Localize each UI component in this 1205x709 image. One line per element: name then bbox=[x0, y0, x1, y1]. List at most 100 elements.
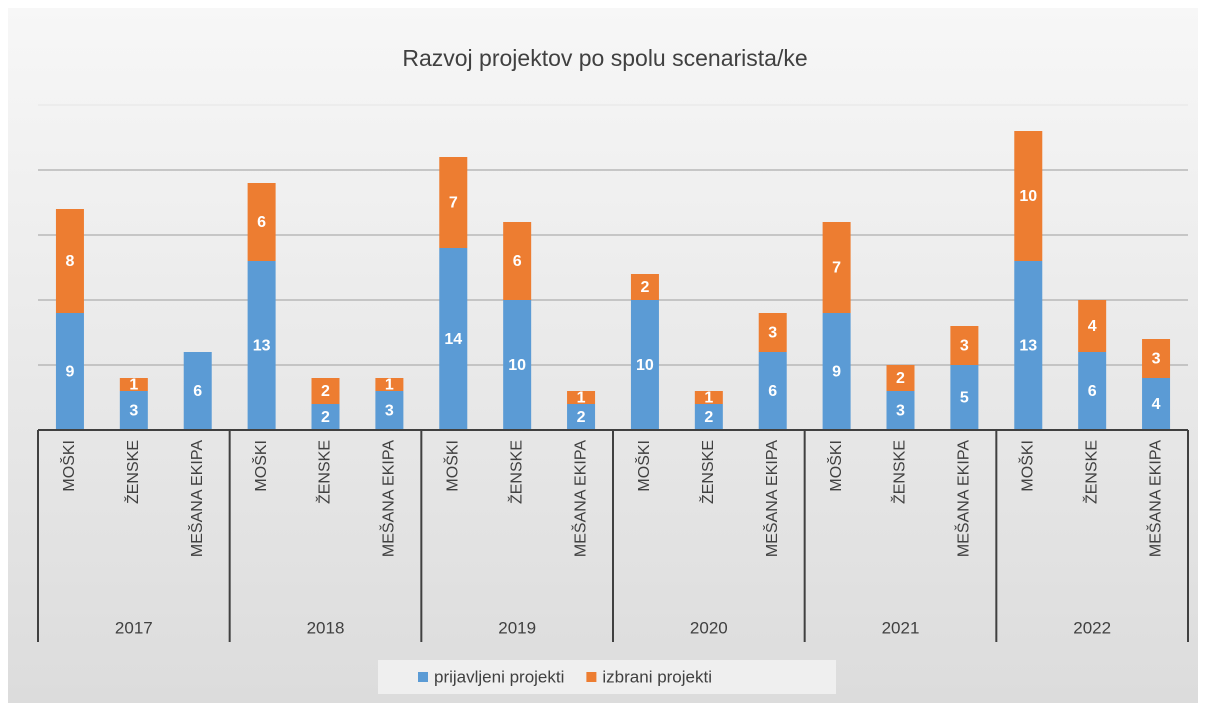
bar-segment bbox=[311, 378, 340, 404]
data-label: 6 bbox=[768, 383, 777, 400]
data-label: 1 bbox=[129, 377, 138, 394]
group-label: 2022 bbox=[1073, 618, 1111, 637]
bar-segment bbox=[183, 352, 212, 430]
data-label: 8 bbox=[65, 253, 74, 270]
legend-swatch bbox=[586, 672, 597, 682]
data-label: 2 bbox=[321, 409, 330, 426]
data-label: 9 bbox=[65, 364, 74, 381]
group-label: 2020 bbox=[690, 618, 728, 637]
bar-segment bbox=[247, 183, 276, 261]
x-tick-label: MEŠANA EKIPA bbox=[570, 440, 589, 557]
data-label: 2 bbox=[896, 370, 905, 387]
data-label: 13 bbox=[1019, 338, 1037, 355]
data-label: 3 bbox=[768, 325, 777, 342]
x-tick-label: MOŠKI bbox=[826, 440, 845, 492]
bar-segment bbox=[758, 313, 787, 352]
data-label: 6 bbox=[1088, 383, 1097, 400]
data-label: 10 bbox=[1019, 188, 1037, 205]
bar-segment bbox=[567, 391, 596, 404]
legend-label: prijavljeni projekti bbox=[434, 667, 564, 686]
bar-segment bbox=[119, 378, 148, 391]
data-label: 7 bbox=[832, 260, 841, 277]
bar-segment bbox=[1014, 131, 1043, 261]
legend-label: izbrani projekti bbox=[602, 667, 712, 686]
bar-segment bbox=[822, 313, 851, 430]
data-label: 2 bbox=[577, 409, 586, 426]
bar-segment bbox=[247, 261, 276, 430]
x-tick-label: ŽENSKE bbox=[698, 440, 717, 504]
data-label: 2 bbox=[321, 383, 330, 400]
data-label: 6 bbox=[513, 253, 522, 270]
chart-title: Razvoj projektov po spolu scenarista/ke bbox=[402, 45, 807, 71]
bar-segment bbox=[503, 300, 532, 430]
bar-segment bbox=[1142, 378, 1171, 430]
legend-box bbox=[378, 660, 836, 694]
legend-swatch bbox=[418, 672, 428, 682]
data-label: 3 bbox=[1152, 351, 1161, 368]
x-tick-label: ŽENSKE bbox=[506, 440, 525, 504]
bar-segment bbox=[694, 391, 723, 404]
bar-segment bbox=[822, 222, 851, 313]
data-label: 3 bbox=[129, 403, 138, 420]
bar-segment bbox=[55, 209, 84, 313]
data-label: 13 bbox=[253, 338, 271, 355]
data-label: 5 bbox=[960, 390, 969, 407]
bar-segment bbox=[1014, 261, 1043, 430]
x-tick-label: MEŠANA EKIPA bbox=[187, 440, 206, 557]
data-label: 6 bbox=[193, 383, 202, 400]
bar-segment bbox=[1142, 339, 1171, 378]
bar-segment bbox=[694, 404, 723, 430]
data-label: 10 bbox=[636, 357, 654, 374]
bar-segment bbox=[886, 391, 915, 430]
x-tick-label: MOŠKI bbox=[251, 440, 270, 492]
x-tick-label: MOŠKI bbox=[634, 440, 653, 492]
data-label: 4 bbox=[1152, 396, 1161, 413]
data-label: 1 bbox=[704, 390, 713, 407]
data-label: 10 bbox=[508, 357, 526, 374]
x-tick-label: MEŠANA EKIPA bbox=[1145, 440, 1164, 557]
x-tick-label: ŽENSKE bbox=[1081, 440, 1100, 504]
bar-segment bbox=[630, 300, 659, 430]
x-tick-label: MOŠKI bbox=[1017, 440, 1036, 492]
group-label: 2018 bbox=[307, 618, 345, 637]
bar-segment bbox=[950, 326, 979, 365]
data-label: 2 bbox=[640, 279, 649, 296]
bar-segment bbox=[311, 404, 340, 430]
data-label: 9 bbox=[832, 364, 841, 381]
data-label: 6 bbox=[257, 214, 266, 231]
data-label: 14 bbox=[444, 331, 462, 348]
bar-segment bbox=[503, 222, 532, 300]
bar-segment bbox=[55, 313, 84, 430]
x-tick-label: MEŠANA EKIPA bbox=[762, 440, 781, 557]
group-label: 2021 bbox=[882, 618, 920, 637]
bar-segment bbox=[630, 274, 659, 300]
x-tick-label: MOŠKI bbox=[442, 440, 461, 492]
data-label: 7 bbox=[449, 195, 458, 212]
x-tick-label: MOŠKI bbox=[59, 440, 78, 492]
group-label: 2017 bbox=[115, 618, 153, 637]
bar-segment bbox=[375, 391, 404, 430]
data-label: 3 bbox=[960, 338, 969, 355]
x-tick-label: MEŠANA EKIPA bbox=[379, 440, 398, 557]
bar-segment bbox=[1078, 300, 1107, 352]
bar-segment bbox=[439, 157, 468, 248]
data-label: 3 bbox=[896, 403, 905, 420]
bar-segment bbox=[758, 352, 787, 430]
data-label: 1 bbox=[577, 390, 586, 407]
data-label: 2 bbox=[704, 409, 713, 426]
bar-segment bbox=[375, 378, 404, 391]
x-tick-label: MEŠANA EKIPA bbox=[954, 440, 973, 557]
group-label: 2019 bbox=[498, 618, 536, 637]
x-tick-label: ŽENSKE bbox=[123, 440, 142, 504]
bar-segment bbox=[567, 404, 596, 430]
data-label: 3 bbox=[385, 403, 394, 420]
x-tick-label: ŽENSKE bbox=[890, 440, 909, 504]
bar-segment bbox=[1078, 352, 1107, 430]
bar-segment bbox=[439, 248, 468, 430]
bar-segment bbox=[119, 391, 148, 430]
data-label: 1 bbox=[385, 377, 394, 394]
x-tick-label: ŽENSKE bbox=[315, 440, 334, 504]
bar-segment bbox=[886, 365, 915, 391]
